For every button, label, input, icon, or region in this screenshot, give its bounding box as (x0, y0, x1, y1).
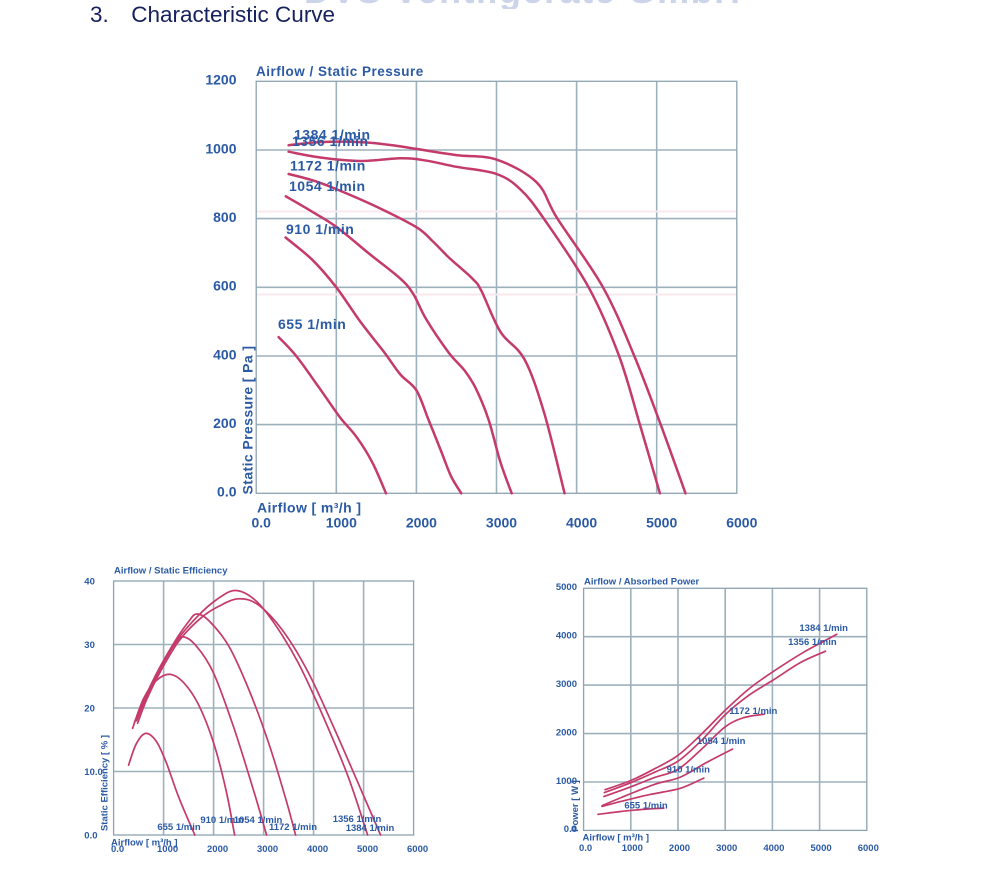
svg-text:1384 1/min: 1384 1/min (799, 623, 848, 634)
svg-text:1356 1/min: 1356 1/min (292, 133, 369, 149)
svg-text:1384 1/min: 1384 1/min (294, 126, 371, 142)
svg-text:Static Efficiency [ % ]: Static Efficiency [ % ] (100, 735, 111, 831)
svg-text:5000: 5000 (811, 843, 832, 854)
svg-text:910 1/min: 910 1/min (200, 815, 243, 826)
svg-text:4000: 4000 (556, 631, 577, 642)
svg-text:3000: 3000 (486, 515, 517, 531)
svg-text:0.0: 0.0 (251, 515, 271, 531)
svg-text:1000: 1000 (157, 844, 178, 855)
svg-text:20: 20 (84, 703, 95, 714)
svg-text:0.0: 0.0 (564, 824, 577, 835)
svg-text:1200: 1200 (205, 72, 236, 88)
svg-text:400: 400 (213, 346, 237, 362)
svg-text:655 1/min: 655 1/min (278, 316, 346, 332)
svg-text:1172 1/min: 1172 1/min (729, 706, 777, 717)
svg-text:600: 600 (213, 278, 237, 294)
svg-text:Airflow / Static Efficiency: Airflow / Static Efficiency (114, 566, 228, 577)
svg-text:1172 1/min: 1172 1/min (269, 822, 317, 833)
svg-text:910 1/min: 910 1/min (667, 764, 710, 775)
svg-text:910 1/min: 910 1/min (286, 221, 354, 237)
svg-text:6000: 6000 (726, 515, 757, 531)
svg-text:1054 1/min: 1054 1/min (289, 178, 366, 194)
svg-text:Airflow [ m³/h ]: Airflow [ m³/h ] (111, 837, 178, 848)
svg-text:0.0: 0.0 (111, 844, 124, 855)
svg-text:Power [ W ]: Power [ W ] (570, 780, 581, 832)
svg-text:1000: 1000 (556, 776, 577, 787)
svg-text:1000: 1000 (326, 515, 357, 531)
svg-text:2000: 2000 (669, 843, 690, 854)
svg-text:4000: 4000 (566, 515, 597, 531)
svg-text:2000: 2000 (556, 727, 577, 738)
svg-text:5000: 5000 (646, 515, 677, 531)
svg-text:1054 1/min: 1054 1/min (697, 736, 746, 747)
svg-text:655 1/min: 655 1/min (157, 822, 200, 833)
svg-text:0.0: 0.0 (217, 484, 237, 500)
svg-text:10.0: 10.0 (84, 767, 103, 778)
svg-text:655 1/min: 655 1/min (624, 800, 667, 811)
svg-text:800: 800 (213, 209, 237, 225)
svg-text:Airflow / Absorbed Power: Airflow / Absorbed Power (584, 577, 700, 588)
svg-text:30: 30 (84, 640, 95, 651)
svg-text:1054 1/min: 1054 1/min (234, 815, 283, 826)
svg-text:3000: 3000 (716, 843, 737, 854)
svg-text:3000: 3000 (257, 844, 278, 855)
svg-text:1000: 1000 (205, 140, 236, 156)
svg-text:Airflow [ m³/h ]: Airflow [ m³/h ] (257, 500, 361, 516)
svg-text:Static Pressure [ Pa ]: Static Pressure [ Pa ] (240, 346, 256, 495)
svg-text:1356 1/min: 1356 1/min (333, 814, 382, 825)
svg-text:2000: 2000 (406, 515, 437, 531)
svg-text:4000: 4000 (763, 843, 784, 854)
svg-text:5000: 5000 (357, 844, 378, 855)
svg-text:Airflow [ m³/h ]: Airflow [ m³/h ] (583, 832, 650, 843)
svg-text:6000: 6000 (407, 844, 428, 855)
svg-text:2000: 2000 (207, 844, 228, 855)
svg-text:1000: 1000 (622, 843, 643, 854)
svg-text:40: 40 (84, 576, 95, 587)
svg-text:5000: 5000 (556, 582, 577, 593)
svg-text:Airflow / Static Pressure: Airflow / Static Pressure (256, 64, 424, 79)
svg-text:1356 1/min: 1356 1/min (788, 637, 837, 648)
svg-text:0.0: 0.0 (84, 830, 97, 841)
svg-text:200: 200 (213, 415, 237, 431)
svg-text:1172 1/min: 1172 1/min (290, 157, 366, 173)
svg-text:3000: 3000 (556, 679, 577, 690)
svg-text:6000: 6000 (858, 843, 879, 854)
svg-text:1384 1/min: 1384 1/min (346, 823, 395, 834)
svg-text:4000: 4000 (307, 844, 328, 855)
svg-text:0.0: 0.0 (579, 843, 592, 854)
